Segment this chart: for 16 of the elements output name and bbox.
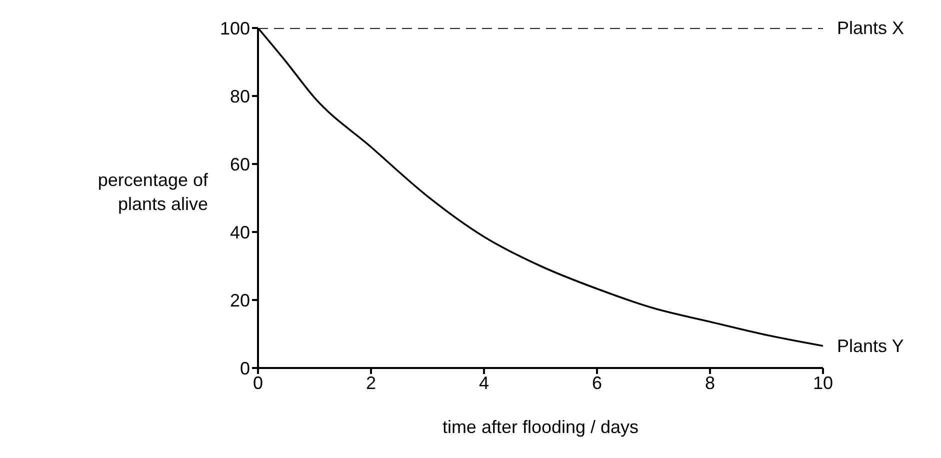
x-tick-label: 8 xyxy=(704,372,716,393)
y-tick-label: 60 xyxy=(230,154,250,174)
y-axis-title: percentage of plants alive xyxy=(98,170,209,214)
y-tick-label: 40 xyxy=(230,222,250,242)
x-tick-label: 0 xyxy=(252,372,264,393)
y-tick-label: 80 xyxy=(230,86,250,106)
series-label: Plants X xyxy=(837,18,904,38)
x-tick-label: 6 xyxy=(592,372,602,393)
series-label: Plants Y xyxy=(837,336,904,356)
y-tick-label: 20 xyxy=(230,290,250,310)
y-tick-label: 0 xyxy=(240,358,250,378)
x-tick-label: 4 xyxy=(478,372,490,393)
x-axis-title: time after flooding / days xyxy=(442,417,639,437)
y-tick-label: 100 xyxy=(220,18,250,38)
x-tick-label: 2 xyxy=(366,372,376,393)
x-tick-label: 10 xyxy=(812,372,834,393)
